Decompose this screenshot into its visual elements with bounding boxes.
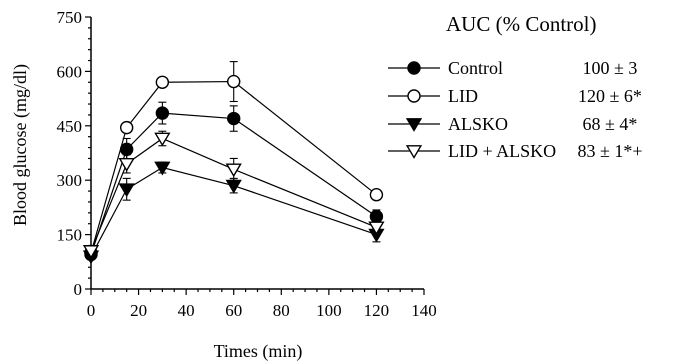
legend-marker [405, 118, 423, 132]
data-point [154, 161, 171, 176]
data-point [154, 132, 171, 147]
y-tick-label: 450 [57, 117, 83, 136]
series-line [90, 137, 377, 252]
data-point [225, 179, 242, 194]
plot-area: 0 150 300 450 600 750 0 20 40 60 80 100 120 140 [57, 8, 437, 320]
legend-label: LID [448, 86, 478, 106]
legend-label: Control [448, 58, 503, 78]
data-point [227, 74, 241, 89]
data-point [155, 106, 170, 120]
legend-item: Control 100 ± 3 [388, 58, 637, 78]
y-tick-label: 150 [57, 226, 83, 245]
x-axis-title: Times (min) [214, 341, 303, 362]
auc-value: 68 ± 4* [583, 114, 638, 134]
legend-label: LID + ALSKO [448, 141, 556, 161]
y-ticks: 0 150 300 450 600 750 [57, 8, 91, 299]
series-lid-alsko [82, 130, 385, 259]
legend-item: ALSKO 68 ± 4* [388, 114, 637, 134]
legend: AUC (% Control) Control 100 ± 3 LID 120 ± 6… [388, 12, 643, 161]
legend-item: LID + ALSKO 83 ± 1*+ [388, 141, 643, 161]
legend-marker [407, 89, 421, 103]
data-point [119, 120, 134, 135]
data-point [119, 142, 134, 157]
x-tick-label: 60 [225, 301, 242, 320]
x-tick-label: 0 [87, 301, 96, 320]
series-layer [82, 61, 385, 265]
auc-value: 120 ± 6* [578, 86, 642, 106]
legend-marker [407, 61, 421, 75]
x-tick-label: 120 [364, 301, 390, 320]
data-point [368, 221, 385, 236]
y-tick-label: 0 [74, 280, 83, 299]
x-tick-label: 100 [316, 301, 342, 320]
legend-marker [405, 145, 423, 159]
data-point [369, 188, 384, 202]
x-tick-label: 40 [178, 301, 195, 320]
data-point [82, 245, 100, 259]
data-point [118, 158, 135, 172]
data-point [118, 183, 135, 198]
y-tick-label: 750 [57, 8, 83, 27]
legend-title: AUC (% Control) [446, 12, 597, 36]
legend-item: LID 120 ± 6* [388, 86, 642, 106]
x-tick-label: 140 [411, 301, 437, 320]
data-point [227, 111, 241, 126]
data-point [155, 75, 170, 89]
y-axis-title: Blood glucose (mg/dl) [10, 64, 31, 226]
series-lid [84, 61, 384, 260]
data-point [369, 209, 384, 224]
x-ticks: 0 20 40 60 80 100 120 140 [87, 289, 437, 320]
x-tick-label: 20 [130, 301, 147, 320]
y-tick-label: 600 [57, 62, 83, 81]
data-point [225, 163, 242, 178]
auc-value: 83 ± 1*+ [577, 141, 642, 161]
legend-label: ALSKO [448, 114, 508, 134]
y-tick-label: 300 [57, 171, 83, 190]
x-tick-label: 80 [273, 301, 290, 320]
auc-value: 100 ± 3 [583, 58, 638, 78]
